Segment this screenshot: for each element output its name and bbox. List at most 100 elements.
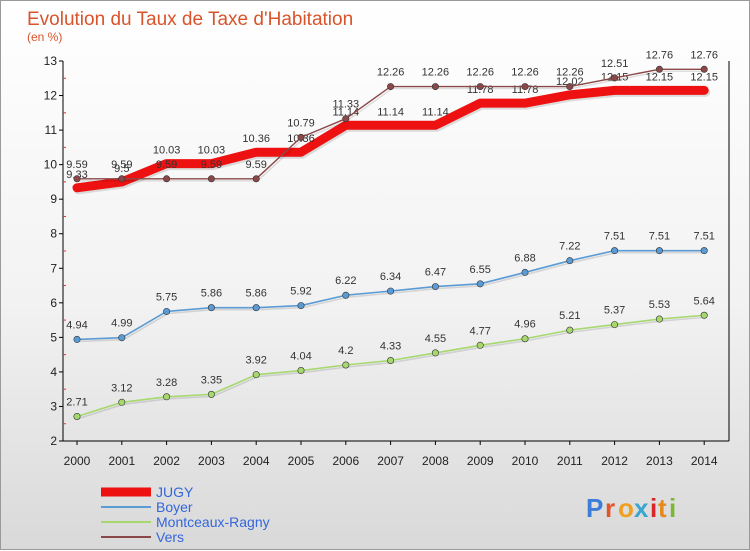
data-label: 5.86: [201, 288, 222, 300]
x-tick-label: 2006: [332, 454, 359, 468]
data-label: 12.76: [646, 49, 674, 61]
series-vers: 9.59 9.59 9.59 9.59 9.59 10.79 11.33 12.26 12.26…: [66, 49, 718, 183]
data-label: 3.35: [201, 374, 222, 386]
y-tick-label: 5: [50, 330, 57, 344]
data-label: 10.36: [242, 133, 270, 145]
data-label: 5.75: [156, 291, 177, 303]
data-label: 4.77: [469, 325, 490, 337]
data-point: [163, 307, 171, 315]
data-label: 3.28: [156, 377, 177, 389]
data-label: 9.59: [156, 159, 177, 171]
y-tick-label: 10: [44, 158, 58, 172]
data-label: 11.33: [332, 99, 359, 111]
legend-label: Vers: [156, 529, 184, 545]
data-point: [118, 398, 126, 406]
data-point: [700, 311, 708, 319]
data-point: [297, 302, 305, 310]
data-label: 5.64: [693, 295, 714, 307]
data-label: 5.53: [649, 299, 670, 311]
y-tick-label: 2: [50, 434, 57, 448]
data-label: 4.33: [380, 341, 401, 353]
data-label: 7.51: [604, 231, 625, 243]
data-point: [521, 335, 529, 343]
data-label: 4.96: [514, 319, 535, 331]
data-point: [566, 83, 574, 91]
x-tick-label: 2008: [422, 454, 449, 468]
series-line: [72, 85, 709, 193]
data-label: 12.26: [422, 67, 450, 79]
data-label: 6.34: [380, 271, 401, 283]
data-label: 6.55: [469, 264, 490, 276]
series-line-shadow: [77, 316, 707, 420]
data-point: [342, 361, 350, 369]
logo-letter: i: [669, 493, 676, 523]
y-tick-label: 12: [44, 89, 58, 103]
data-point: [521, 268, 529, 276]
data-label: 10.03: [198, 145, 226, 157]
data-label: 6.22: [335, 275, 356, 287]
data-label: 9.33: [66, 169, 87, 181]
y-tick-label: 8: [50, 227, 57, 241]
data-label: 7.51: [693, 231, 714, 243]
data-label: 4.2: [338, 345, 353, 357]
data-point: [387, 287, 395, 295]
data-point: [431, 349, 439, 357]
data-label: 11.14: [332, 106, 359, 118]
x-tick-label: 2014: [691, 454, 718, 468]
data-point: [700, 65, 708, 73]
y-tick-label: 11: [45, 123, 58, 137]
x-tick-label: 2002: [153, 454, 180, 468]
data-point: [655, 247, 663, 255]
x-tick-label: 2003: [198, 454, 225, 468]
series-jugy: 9.339.510.0310.0310.3610.3611.1411.1411.…: [66, 71, 718, 195]
data-point: [207, 175, 215, 183]
data-point: [252, 304, 260, 312]
data-label: 7.22: [559, 241, 580, 253]
data-label: 9.59: [245, 159, 266, 171]
logo-letter: t: [658, 493, 667, 523]
series-line: [76, 314, 706, 418]
data-label: 4.04: [290, 351, 311, 363]
data-label: 2.71: [66, 396, 87, 408]
series-boyer: 4.94 4.99 5.75 5.86 5.86 5.92 6.22 6.34 6.47 6.55…: [66, 231, 715, 343]
data-label: 12.51: [601, 58, 629, 70]
x-tick-label: 2011: [557, 454, 583, 468]
data-point: [252, 175, 260, 183]
data-label: 9.5: [114, 163, 129, 175]
data-label: 12.15: [690, 71, 718, 83]
data-label: 4.99: [111, 318, 132, 330]
logo-letter: i: [650, 493, 657, 523]
data-point: [387, 357, 395, 365]
data-point: [476, 83, 484, 91]
x-tick-label: 2004: [243, 454, 270, 468]
data-label: 12.15: [646, 71, 674, 83]
data-label: 12.26: [556, 67, 584, 79]
data-label: 4.94: [66, 319, 87, 331]
data-point: [73, 335, 81, 343]
data-label: 9.59: [201, 159, 222, 171]
data-label: 9.59: [66, 159, 87, 171]
chart-subtitle: (en %): [27, 30, 62, 44]
data-label: 9.59: [111, 159, 132, 171]
data-point: [476, 280, 484, 288]
data-point: [163, 175, 171, 183]
axes: 2 3 4 5 6 7 8 9 10 11 12 13 2000 2001 2002 2003 2004 2005…: [44, 54, 730, 468]
data-point: [73, 175, 81, 183]
data-label: 12.26: [377, 67, 405, 79]
data-label: 12.76: [690, 49, 718, 61]
data-label: 5.92: [290, 286, 311, 298]
data-label: 10.79: [287, 117, 315, 129]
data-label: 12.26: [511, 67, 539, 79]
x-tick-label: 2012: [601, 454, 628, 468]
data-point: [297, 133, 305, 141]
data-point: [476, 341, 484, 349]
data-point: [207, 304, 215, 312]
series-layer: 2.713.12 3.28 3.353.92 4.04 4.2 4.334.554.774…: [66, 49, 718, 420]
data-label: 11.14: [422, 106, 449, 118]
x-tick-label: 2009: [467, 454, 494, 468]
data-point: [73, 412, 81, 420]
data-point: [700, 247, 708, 255]
